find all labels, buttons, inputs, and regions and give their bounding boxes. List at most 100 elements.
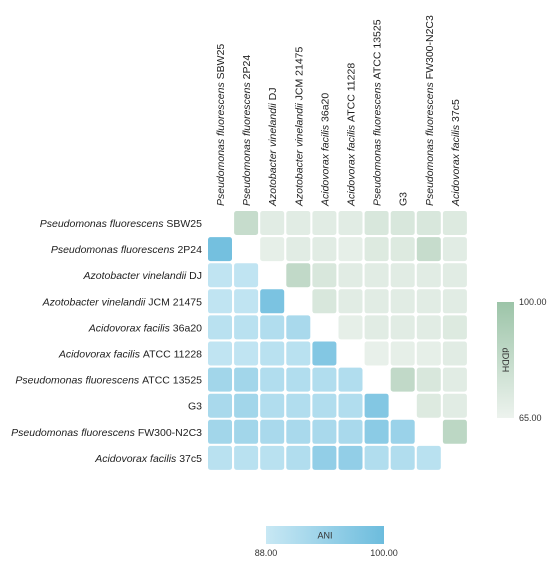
column-label-species-4: Acidovorax facilis — [319, 122, 331, 207]
ani-cell-8-4 — [312, 419, 337, 444]
ani-cell-7-0 — [208, 393, 232, 418]
ani-cell-9-0 — [208, 445, 232, 470]
row-label-species-2: Azotobacter vinelandii — [83, 270, 190, 282]
row-label-1: Pseudomonas fluorescens 2P24 — [51, 244, 202, 256]
dddh-cell-0-5 — [338, 211, 363, 235]
ani-cell-8-5 — [338, 419, 363, 444]
dddh-cell-8-9 — [442, 419, 467, 444]
row-label-species-5: Acidovorax facilis — [58, 349, 143, 361]
dddh-legend: dDDH 100.00 65.00 — [497, 297, 547, 423]
row-label-4: Acidovorax facilis 36a20 — [88, 322, 202, 334]
row-label-strain-5: ATCC 11228 — [143, 349, 202, 361]
row-label-5: Acidovorax facilis ATCC 11228 — [58, 349, 202, 361]
ani-cell-9-1 — [234, 445, 259, 470]
row-label-strain-6: ATCC 13525 — [142, 375, 202, 387]
dddh-cell-5-9 — [442, 341, 467, 366]
ani-cell-6-3 — [286, 367, 311, 392]
row-label-3: Azotobacter vinelandii JCM 21475 — [42, 296, 203, 308]
column-label-species-0: Pseudomonas fluorescens — [215, 79, 227, 206]
ani-cell-9-4 — [312, 445, 337, 470]
ani-cell-5-3 — [286, 341, 311, 366]
dddh-cell-0-1 — [234, 211, 259, 235]
column-label-strain-4: 36a20 — [319, 93, 331, 122]
row-label-species-1: Pseudomonas fluorescens — [51, 244, 178, 256]
row-label-9: Acidovorax facilis 37c5 — [94, 453, 202, 465]
heatmap-cells — [208, 211, 467, 470]
ani-cell-9-5 — [338, 445, 363, 470]
row-label-strain-7: G3 — [188, 401, 202, 413]
ani-cell-5-2 — [260, 341, 285, 366]
column-label-strain-7: G3 — [398, 192, 410, 206]
row-label-6: Pseudomonas fluorescens ATCC 13525 — [15, 375, 202, 387]
ani-cell-4-1 — [234, 315, 259, 340]
dddh-cell-2-8 — [416, 263, 441, 288]
ani-cell-6-2 — [260, 367, 285, 392]
column-label-strain-6: ATCC 13525 — [372, 19, 384, 79]
dddh-cell-3-8 — [416, 289, 441, 314]
ani-cell-5-1 — [234, 341, 259, 366]
dddh-cell-2-5 — [338, 263, 363, 288]
ani-cell-5-0 — [208, 341, 232, 366]
dddh-cell-4-6 — [364, 315, 389, 340]
row-label-species-4: Acidovorax facilis — [88, 322, 173, 334]
column-label-strain-5: ATCC 11228 — [346, 63, 358, 122]
row-label-strain-4: 36a20 — [173, 322, 202, 334]
dddh-legend-max: 100.00 — [519, 297, 547, 307]
dddh-cell-4-8 — [416, 315, 441, 340]
dddh-cell-3-4 — [312, 289, 337, 314]
ani-cell-3-1 — [234, 289, 259, 314]
column-label-strain-0: SBW25 — [215, 44, 227, 80]
ani-legend-max: 100.00 — [370, 548, 398, 558]
column-label-species-1: Pseudomonas fluorescens — [241, 79, 253, 206]
row-label-strain-9: 37c5 — [179, 453, 202, 465]
dddh-cell-1-3 — [286, 237, 311, 262]
row-label-species-9: Acidovorax facilis — [94, 453, 179, 465]
dddh-cell-0-2 — [260, 211, 285, 235]
dddh-cell-2-3 — [286, 263, 311, 288]
dddh-cell-6-9 — [442, 367, 467, 392]
row-label-strain-2: DJ — [189, 270, 202, 282]
column-labels: Pseudomonas fluorescens SBW25Pseudomonas… — [215, 15, 462, 207]
ani-cell-6-5 — [338, 367, 363, 392]
dddh-cell-6-7 — [390, 367, 415, 392]
row-label-species-8: Pseudomonas fluorescens — [11, 427, 138, 439]
row-label-7: G3 — [188, 401, 202, 413]
column-label-species-8: Pseudomonas fluorescens — [424, 79, 436, 206]
column-label-strain-2: DJ — [267, 88, 279, 101]
dddh-cell-0-6 — [364, 211, 389, 235]
column-label-strain-9: 37c5 — [450, 99, 462, 122]
dddh-legend-bar — [497, 302, 514, 418]
ani-cell-7-6 — [364, 393, 389, 418]
column-label-species-6: Pseudomonas fluorescens — [372, 79, 384, 206]
column-label-species-3: Azotobacter vinelandii — [293, 100, 305, 207]
dddh-cell-1-6 — [364, 237, 389, 262]
dddh-cell-0-3 — [286, 211, 311, 235]
dddh-cell-2-9 — [442, 263, 467, 288]
dddh-cell-7-8 — [416, 393, 441, 418]
ani-cell-5-4 — [312, 341, 337, 366]
row-label-species-6: Pseudomonas fluorescens — [15, 375, 142, 387]
dddh-cell-4-9 — [442, 315, 467, 340]
column-label-8: Pseudomonas fluorescens FW300-N2C3 — [424, 15, 436, 206]
ani-cell-6-1 — [234, 367, 259, 392]
row-label-strain-0: SBW25 — [166, 218, 202, 230]
row-label-strain-1: 2P24 — [177, 244, 202, 256]
ani-cell-4-3 — [286, 315, 311, 340]
dddh-cell-3-6 — [364, 289, 389, 314]
column-label-strain-3: JCM 21475 — [293, 46, 305, 100]
ani-cell-7-2 — [260, 393, 285, 418]
ani-cell-7-4 — [312, 393, 337, 418]
row-label-strain-3: JCM 21475 — [148, 296, 202, 308]
column-label-9: Acidovorax facilis 37c5 — [450, 99, 462, 207]
column-label-0: Pseudomonas fluorescens SBW25 — [215, 44, 227, 206]
dddh-cell-7-9 — [442, 393, 467, 418]
dddh-cell-2-6 — [364, 263, 389, 288]
column-label-strain-1: 2P24 — [241, 55, 253, 80]
ani-cell-3-2 — [260, 289, 285, 314]
dddh-legend-min: 65.00 — [519, 413, 542, 423]
ani-cell-8-3 — [286, 419, 311, 444]
dddh-cell-5-6 — [364, 341, 389, 366]
ani-cell-9-7 — [390, 445, 415, 470]
row-label-strain-8: FW300-N2C3 — [138, 427, 202, 439]
ani-legend-bar — [266, 526, 384, 544]
